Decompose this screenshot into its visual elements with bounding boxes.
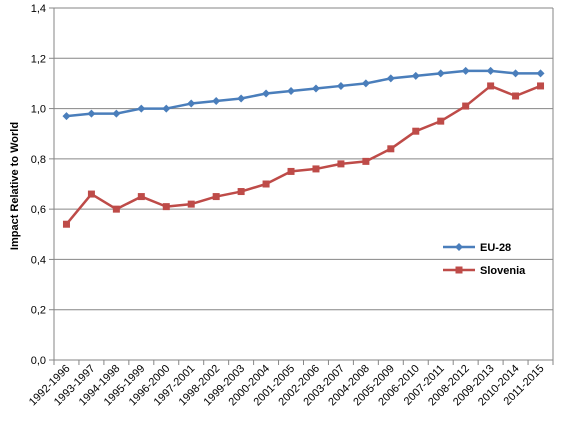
y-tick-label: 1,0 — [31, 104, 46, 116]
data-point-eu-28 — [361, 79, 370, 88]
series-line-slovenia — [65, 84, 541, 226]
y-tick-label: 0,6 — [31, 204, 46, 216]
data-point-eu-28 — [511, 69, 520, 78]
data-point-eu-28 — [461, 66, 470, 75]
data-point-slovenia — [412, 127, 420, 135]
data-point-slovenia — [337, 160, 345, 168]
data-point-slovenia — [237, 188, 245, 196]
data-point-eu-28 — [162, 104, 171, 113]
legend-marker-slovenia — [455, 266, 463, 274]
data-point-eu-28 — [62, 112, 71, 121]
data-point-eu-28 — [311, 84, 320, 93]
data-point-eu-28 — [237, 94, 246, 103]
y-tick-label: 0,4 — [31, 254, 46, 266]
data-point-eu-28 — [336, 81, 345, 90]
series-line-eu-28 — [66, 69, 541, 118]
legend-marker-eu-28 — [455, 243, 463, 251]
data-point-eu-28 — [386, 74, 395, 83]
data-point-eu-28 — [87, 109, 96, 118]
data-point-slovenia — [362, 157, 370, 165]
data-point-eu-28 — [137, 104, 146, 113]
data-point-eu-28 — [287, 86, 296, 95]
data-point-eu-28 — [212, 97, 221, 106]
data-point-eu-28 — [436, 69, 445, 78]
y-tick-label: 0,8 — [31, 154, 46, 166]
y-axis-label: Impact Relative to World — [9, 122, 21, 250]
data-point-slovenia — [162, 203, 170, 211]
data-point-slovenia — [487, 82, 495, 90]
data-point-slovenia — [137, 193, 145, 201]
legend-label-eu-28: EU-28 — [480, 242, 511, 254]
data-point-slovenia — [512, 92, 520, 100]
data-point-slovenia — [437, 117, 445, 125]
data-point-slovenia — [537, 82, 545, 90]
data-point-eu-28 — [536, 69, 545, 78]
data-point-slovenia — [87, 190, 95, 198]
data-point-eu-28 — [262, 89, 271, 98]
data-point-slovenia — [212, 193, 220, 201]
data-point-slovenia — [287, 167, 295, 175]
data-point-slovenia — [462, 102, 470, 110]
data-point-slovenia — [112, 205, 120, 213]
data-point-eu-28 — [411, 71, 420, 80]
y-tick-label: 1,2 — [31, 53, 46, 65]
y-tick-label: 1,4 — [31, 3, 46, 15]
legend-label-slovenia: Slovenia — [480, 265, 526, 277]
data-point-slovenia — [62, 220, 70, 228]
data-point-slovenia — [312, 165, 320, 173]
y-tick-label: 0,2 — [31, 305, 46, 317]
data-point-slovenia — [187, 200, 195, 208]
data-point-eu-28 — [486, 66, 495, 75]
data-point-eu-28 — [112, 109, 121, 118]
data-point-slovenia — [387, 145, 395, 153]
data-point-slovenia — [262, 180, 270, 188]
data-point-eu-28 — [187, 99, 196, 108]
y-tick-label: 0,0 — [31, 355, 46, 367]
